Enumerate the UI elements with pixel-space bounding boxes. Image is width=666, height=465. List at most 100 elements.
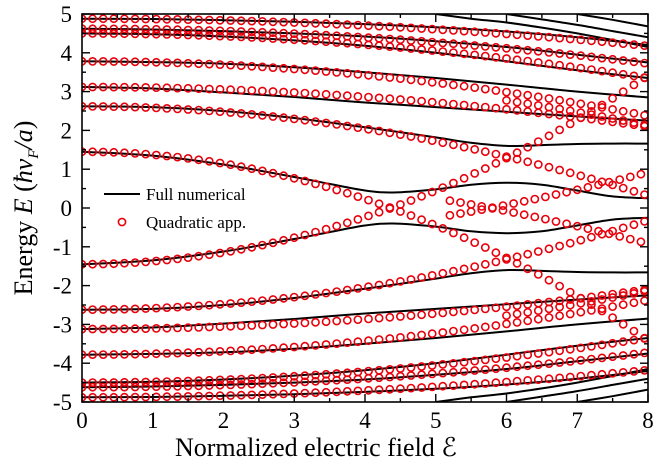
full-numerical-curve-16	[577, 388, 648, 402]
quadratic-point	[587, 114, 596, 124]
quadratic-point	[321, 340, 331, 349]
quadratic-point	[629, 288, 639, 298]
quadratic-point	[226, 321, 235, 331]
y-title-pre: Energy	[9, 214, 38, 295]
quadratic-point	[151, 29, 161, 39]
quadratic-point	[406, 211, 416, 220]
quadratic-point	[456, 209, 465, 218]
quadratic-point	[364, 124, 373, 134]
quadratic-point	[618, 300, 628, 310]
y-title-sub-F: F	[26, 149, 42, 160]
quadratic-point	[120, 349, 129, 359]
quadratic-point	[470, 144, 480, 154]
x-tick-label: 0	[76, 408, 88, 433]
quadratic-point	[533, 360, 543, 370]
quadratic-point	[194, 155, 204, 165]
quadratic-point	[120, 57, 129, 66]
quadratic-point	[512, 301, 522, 310]
quadratic-point	[456, 198, 465, 207]
quadratic-point	[289, 88, 299, 97]
quadratic-point	[141, 377, 151, 387]
quadratic-point	[311, 370, 320, 380]
quadratic-point	[427, 270, 437, 280]
quadratic-point	[448, 178, 458, 188]
quadratic-point	[629, 118, 639, 127]
quadratic-point	[576, 293, 586, 303]
x-tick-label: 8	[642, 408, 654, 433]
quadratic-point	[438, 381, 448, 391]
quadratic-point	[162, 58, 172, 67]
quadratic-point	[523, 90, 533, 100]
quadratic-point	[109, 24, 119, 34]
quadratic-point	[162, 323, 172, 333]
quadratic-point	[215, 299, 225, 309]
quadratic-point	[544, 32, 554, 42]
quadratic-point	[151, 103, 161, 113]
quadratic-point	[470, 356, 480, 366]
quadratic-point	[533, 101, 543, 110]
quadratic-point	[342, 375, 352, 384]
quadratic-point	[130, 304, 140, 314]
quadratic-point	[130, 324, 140, 334]
quadratic-point	[215, 248, 225, 258]
quadratic-point	[491, 42, 501, 52]
quadratic-point	[636, 169, 646, 179]
quadratic-point	[226, 391, 235, 400]
quadratic-point	[459, 49, 469, 59]
quadratic-point	[374, 313, 384, 323]
quadratic-point	[555, 33, 564, 43]
quadratic-point	[109, 378, 119, 387]
quadratic-point	[173, 381, 182, 391]
quadratic-point	[406, 331, 416, 341]
quadratic-point	[459, 366, 469, 376]
quadratic-point	[565, 112, 575, 121]
quadratic-point	[247, 379, 257, 389]
quadratic-point	[364, 70, 373, 80]
quadratic-point	[640, 190, 648, 199]
quadratic-point	[88, 24, 97, 34]
quadratic-point	[130, 377, 140, 387]
y-tick-label: -4	[53, 351, 73, 376]
quadratic-point	[544, 102, 554, 112]
quadratic-point	[544, 359, 554, 368]
quadratic-point	[512, 44, 522, 54]
quadratic-point	[279, 372, 288, 382]
quadratic-point	[321, 19, 331, 29]
quadratic-point	[618, 106, 628, 116]
quadratic-point	[491, 303, 501, 313]
quadratic-point	[120, 102, 129, 112]
quadratic-point	[502, 377, 511, 387]
quadratic-point	[491, 378, 501, 388]
quadratic-point	[597, 340, 607, 350]
quadratic-point	[618, 118, 628, 128]
quadratic-point	[608, 289, 617, 299]
quadratic-point	[512, 89, 522, 98]
quadratic-point	[427, 219, 437, 229]
quadratic-point	[502, 302, 511, 312]
quadratic-point	[427, 97, 437, 107]
quadratic-point	[162, 25, 172, 34]
quadratic-point	[544, 131, 554, 141]
quadratic-point	[395, 332, 405, 342]
quadratic-point	[120, 304, 129, 314]
quadratic-point	[268, 320, 278, 329]
quadratic-point	[395, 95, 405, 104]
quadratic-point	[417, 76, 426, 86]
quadratic-point	[597, 37, 607, 47]
quadratic-point	[109, 304, 119, 314]
quadratic-point	[141, 24, 151, 34]
y-tick-label: 5	[61, 2, 73, 27]
quadratic-point	[173, 83, 182, 93]
quadratic-point	[289, 377, 299, 387]
quadratic-point	[215, 346, 225, 356]
quadratic-point	[576, 35, 586, 45]
quadratic-point	[512, 106, 522, 115]
quadratic-point	[502, 104, 511, 114]
quadratic-point	[194, 30, 204, 40]
quadratic-point	[459, 325, 469, 335]
quadratic-point	[459, 26, 469, 36]
quadratic-point	[194, 301, 204, 311]
quadratic-point	[448, 358, 458, 368]
quadratic-point	[247, 164, 257, 174]
y-title-E: E	[9, 198, 38, 215]
